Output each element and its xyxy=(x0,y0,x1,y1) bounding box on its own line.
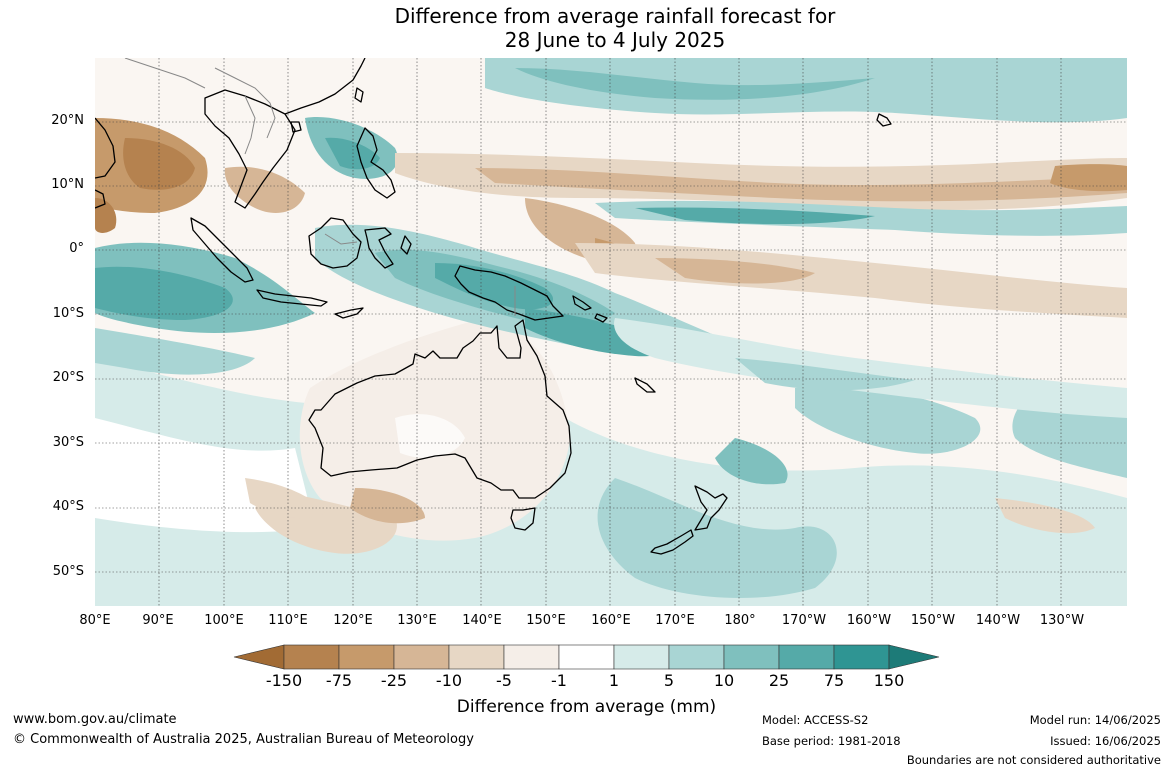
lon-label-180: 180° xyxy=(724,613,756,628)
philippines-outline xyxy=(356,127,396,199)
colorbar-cell xyxy=(778,644,835,670)
colorbar-cell xyxy=(283,644,340,670)
issued-text: Issued: 16/06/2025 xyxy=(1050,734,1161,748)
lon-label-160e: 160°E xyxy=(591,613,631,628)
colorbar-extend-high xyxy=(888,644,940,670)
lat-label-20s: 20°S xyxy=(52,370,84,385)
new-zealand-outline xyxy=(694,485,728,531)
colorbar-tick-label: -10 xyxy=(435,671,463,690)
china-coast-outline xyxy=(284,58,366,115)
lon-label-170w: 170°W xyxy=(781,613,827,628)
colorbar-cell xyxy=(558,644,615,670)
country-borders xyxy=(124,58,516,316)
lon-label-110e: 110°E xyxy=(268,613,308,628)
lon-label-140w: 140°W xyxy=(975,613,1021,628)
disclaimer-text: Boundaries are not considered authoritat… xyxy=(906,753,1161,767)
sumatra-outline xyxy=(190,217,254,283)
colorbar-tick-label: 5 xyxy=(663,671,675,690)
lat-label-30s: 30°S xyxy=(52,435,84,450)
title-line-1: Difference from average rainfall forecas… xyxy=(394,4,836,28)
colorbar-cell xyxy=(668,644,725,670)
colorbar-extend-low xyxy=(233,644,285,670)
colorbar-cell xyxy=(613,644,670,670)
graticule xyxy=(95,58,1127,606)
sulawesi-outline xyxy=(364,227,394,269)
colorbar-tick-label: 1 xyxy=(608,671,620,690)
rainfall-anomaly-map xyxy=(94,57,1128,607)
colorbar-tick-label: 75 xyxy=(823,671,845,690)
india-outline xyxy=(95,117,116,179)
lon-label-120e: 120°E xyxy=(333,613,373,628)
lon-label-140e: 140°E xyxy=(462,613,502,628)
colorbar-cell xyxy=(503,644,560,670)
coastlines xyxy=(95,58,892,555)
colorbar-tick-label: 10 xyxy=(713,671,735,690)
colorbar-cell xyxy=(833,644,890,670)
model-run-text: Model run: 14/06/2025 xyxy=(1029,713,1161,727)
lon-label-150e: 150°E xyxy=(526,613,566,628)
website-text: www.bom.gov.au/climate xyxy=(13,712,177,727)
indochina-outline xyxy=(204,89,296,209)
lat-label-40s: 40°S xyxy=(52,499,84,514)
colorbar-cell xyxy=(338,644,395,670)
lat-label-50s: 50°S xyxy=(52,564,84,579)
base-period-text: Base period: 1981-2018 xyxy=(762,734,901,748)
lon-label-130w: 130°W xyxy=(1039,613,1085,628)
colorbar-tick-label: -75 xyxy=(325,671,353,690)
model-text: Model: ACCESS-S2 xyxy=(762,713,869,727)
lon-label-80e: 80°E xyxy=(79,613,111,628)
title-line-2: 28 June to 4 July 2025 xyxy=(504,28,726,52)
colorbar-tick-label: -5 xyxy=(496,671,512,690)
australia-outline xyxy=(308,319,572,499)
lat-label-10s: 10°S xyxy=(52,306,84,321)
copyright-text: © Commonwealth of Australia 2025, Austra… xyxy=(13,732,474,747)
map-canvas xyxy=(95,58,1127,606)
lon-label-150w: 150°W xyxy=(910,613,956,628)
lat-label-0: 0° xyxy=(69,241,84,256)
borneo-outline xyxy=(308,217,362,269)
colorbar-cell xyxy=(723,644,780,670)
colorbar-tick-label: 25 xyxy=(768,671,790,690)
map-title: Difference from average rainfall forecas… xyxy=(0,4,1173,52)
colorbar-title: Difference from average (mm) xyxy=(456,697,717,717)
colorbar-cell xyxy=(393,644,450,670)
java-outline xyxy=(256,289,328,307)
new-guinea-outline xyxy=(454,265,564,321)
tasmania-outline xyxy=(510,507,536,531)
lon-label-90e: 90°E xyxy=(142,613,174,628)
lon-label-130e: 130°E xyxy=(397,613,437,628)
lon-label-170e: 170°E xyxy=(655,613,695,628)
colorbar-tick-label: 150 xyxy=(873,671,905,690)
lon-label-160w: 160°W xyxy=(846,613,892,628)
lat-label-20n: 20°N xyxy=(51,113,84,128)
lat-label-10n: 10°N xyxy=(51,177,84,192)
colorbar-tick-label: -150 xyxy=(265,671,303,690)
colorbar xyxy=(233,644,940,670)
colorbar-tick-label: -1 xyxy=(551,671,567,690)
colorbar-tick-label: -25 xyxy=(380,671,408,690)
colorbar-cell xyxy=(448,644,505,670)
lon-label-100e: 100°E xyxy=(204,613,244,628)
